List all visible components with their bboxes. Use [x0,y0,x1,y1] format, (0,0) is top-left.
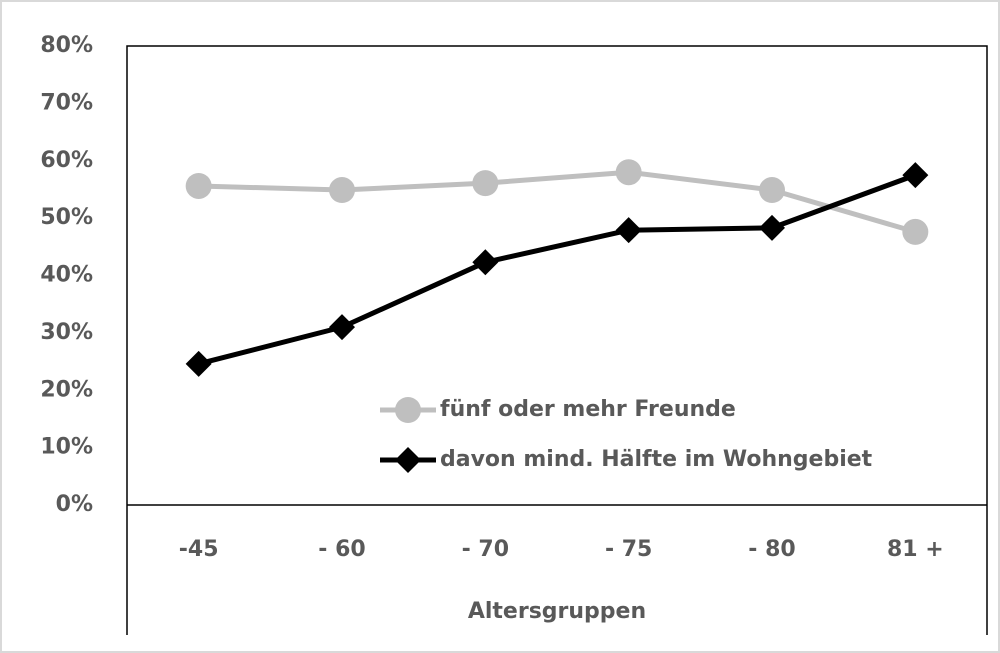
marker [902,218,929,245]
legend-marker [395,447,421,473]
marker [472,249,499,276]
y-tick-label: 70% [40,90,93,115]
x-tick-label: -45 [179,537,219,562]
marker [472,170,499,197]
marker [759,214,785,241]
x-tick-label: - 75 [605,537,652,562]
y-tick-label: 0% [56,492,93,517]
x-tick-label: - 70 [462,537,509,562]
x-tick-label: 81 + [887,537,944,562]
legend-label: fünf oder mehr Freunde [440,397,736,422]
legend-label: davon mind. Hälfte im Wohngebiet [440,447,873,472]
y-tick-label: 30% [40,320,93,345]
series-line [198,172,917,367]
y-tick-label: 60% [40,148,93,173]
y-tick-label: 20% [40,377,93,402]
x-tick-label: - 80 [748,537,795,562]
marker [185,172,212,199]
marker [329,314,355,341]
x-axis-label: Altersgruppen [468,599,646,624]
y-tick-label: 80% [40,33,93,58]
y-tick-label: 10% [40,435,93,460]
marker [185,350,212,377]
x-tick-label: - 60 [318,537,365,562]
y-tick-label: 40% [40,263,93,288]
y-tick-label: 50% [40,205,93,230]
marker [759,177,785,204]
series-line [198,169,917,235]
marker [902,162,929,189]
plot-frame [126,45,988,635]
marker [615,159,642,186]
marker [329,177,355,204]
legend-marker [395,397,421,423]
marker [615,217,642,244]
